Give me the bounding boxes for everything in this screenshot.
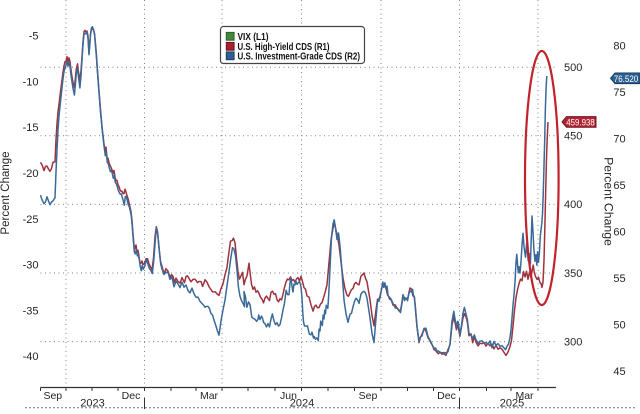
svg-text:76.520: 76.520 <box>614 74 639 85</box>
svg-text:VIX (L1): VIX (L1) <box>238 32 269 43</box>
svg-text:60: 60 <box>613 226 625 238</box>
svg-text:Sep: Sep <box>43 390 62 402</box>
svg-text:45: 45 <box>613 366 625 378</box>
svg-text:Mar: Mar <box>515 390 534 402</box>
svg-text:500: 500 <box>564 62 582 74</box>
svg-text:80: 80 <box>613 40 625 52</box>
svg-text:-30: -30 <box>23 260 39 272</box>
svg-text:75: 75 <box>613 87 625 99</box>
svg-text:2025: 2025 <box>500 398 524 410</box>
svg-text:-25: -25 <box>23 214 39 226</box>
svg-text:Dec: Dec <box>437 390 456 402</box>
svg-text:Jun: Jun <box>280 390 297 402</box>
svg-text:-5: -5 <box>29 31 39 43</box>
svg-text:Mar: Mar <box>200 390 219 402</box>
svg-text:U.S. Investment-Grade CDS (R2): U.S. Investment-Grade CDS (R2) <box>238 51 361 62</box>
svg-text:2023: 2023 <box>80 398 104 410</box>
svg-text:55: 55 <box>613 273 625 285</box>
svg-text:65: 65 <box>613 180 625 192</box>
svg-text:Sep: Sep <box>359 390 378 402</box>
svg-text:-40: -40 <box>23 351 39 363</box>
svg-text:Percent Change: Percent Change <box>602 157 616 246</box>
svg-text:450: 450 <box>564 131 582 143</box>
svg-text:350: 350 <box>564 268 582 280</box>
svg-text:400: 400 <box>564 199 582 211</box>
svg-text:-20: -20 <box>23 168 39 180</box>
svg-text:2024: 2024 <box>290 398 314 410</box>
svg-text:70: 70 <box>613 133 625 145</box>
svg-text:Percent Change: Percent Change <box>0 151 12 234</box>
svg-text:Dec: Dec <box>122 390 141 402</box>
svg-text:-10: -10 <box>23 76 39 88</box>
svg-text:U.S. High-Yield CDS (R1): U.S. High-Yield CDS (R1) <box>238 42 330 53</box>
svg-text:50: 50 <box>613 319 625 331</box>
svg-text:-15: -15 <box>23 122 39 134</box>
svg-text:459.938: 459.938 <box>566 118 595 129</box>
svg-text:-35: -35 <box>23 305 39 317</box>
svg-text:300: 300 <box>564 336 582 348</box>
